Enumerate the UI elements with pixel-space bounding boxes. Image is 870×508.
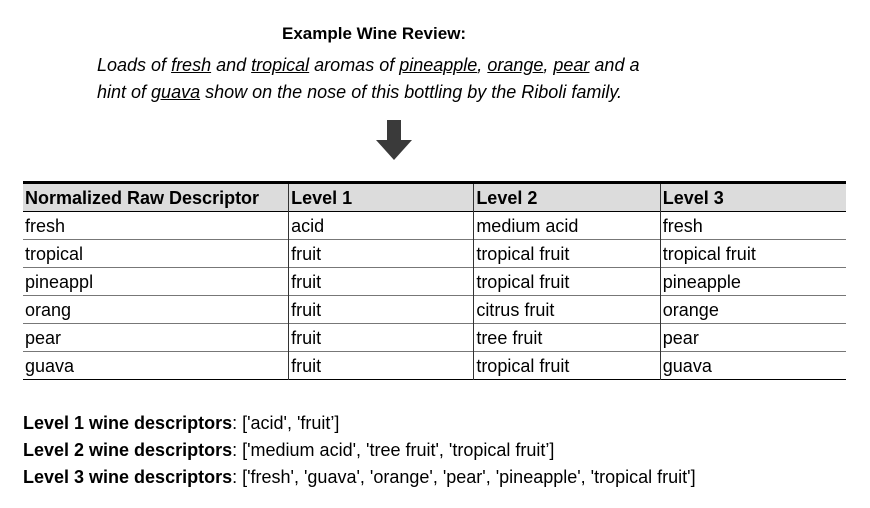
- descriptor-table: Normalized Raw Descriptor Level 1 Level …: [23, 181, 846, 380]
- descriptor-word: pear: [553, 55, 590, 75]
- summary-row: Level 1 wine descriptors: ['acid', 'frui…: [23, 410, 696, 437]
- table-cell: acid: [288, 211, 474, 240]
- review-text-segment: hint of: [97, 82, 152, 102]
- table-cell: tree fruit: [473, 323, 661, 352]
- table-cell: pineapple: [659, 267, 846, 296]
- summary-value: : ['medium acid', 'tree fruit', 'tropica…: [232, 440, 555, 460]
- descriptor-summary: Level 1 wine descriptors: ['acid', 'frui…: [23, 410, 696, 491]
- table-row: pear fruit tree fruit pear: [23, 323, 846, 352]
- table-cell: pear: [25, 327, 62, 348]
- table-cell: orang: [25, 299, 72, 320]
- summary-label: Level 2 wine descriptors: [23, 440, 233, 460]
- table-cell: fruit: [288, 351, 474, 380]
- review-text-segment: ,: [543, 55, 554, 75]
- table-cell: citrus fruit: [473, 295, 661, 324]
- table-row: pineappl fruit tropical fruit pineapple: [23, 267, 846, 296]
- table-cell: pineappl: [25, 271, 94, 292]
- table-cell: fresh: [659, 211, 846, 240]
- descriptor-word: guava: [151, 82, 201, 102]
- table-cell: tropical fruit: [473, 267, 661, 296]
- table-cell: fruit: [288, 239, 474, 268]
- column-header: Level 1: [288, 182, 474, 212]
- table-cell: tropical fruit: [659, 239, 846, 268]
- review-text-segment: show on the nose of this bottling by the…: [200, 82, 622, 102]
- review-text-segment: and a: [589, 55, 640, 75]
- table-cell: fresh: [25, 215, 66, 236]
- table-cell: guava: [25, 355, 75, 376]
- review-text-segment: and: [211, 55, 252, 75]
- review-text-segment: Loads of: [97, 55, 172, 75]
- column-header: Normalized Raw Descriptor: [25, 187, 260, 208]
- descriptor-word: fresh: [171, 55, 212, 75]
- table-cell: tropical: [25, 243, 84, 264]
- review-text: Loads of fresh and tropical aromas of pi…: [97, 52, 737, 106]
- table-cell: fruit: [288, 323, 474, 352]
- summary-row: Level 3 wine descriptors: ['fresh', 'gua…: [23, 464, 696, 491]
- summary-row: Level 2 wine descriptors: ['medium acid'…: [23, 437, 696, 464]
- summary-value: : ['acid', 'fruit’]: [232, 413, 340, 433]
- table-row: tropical fruit tropical fruit tropical frui…: [23, 239, 846, 268]
- table-header-row: Normalized Raw Descriptor Level 1 Level …: [23, 182, 846, 212]
- table-cell: tropical fruit: [473, 239, 661, 268]
- table-cell: orange: [659, 295, 846, 324]
- table-cell: guava: [659, 351, 846, 380]
- review-title: Example Wine Review:: [282, 24, 467, 43]
- arrow-down-icon: [376, 120, 412, 160]
- summary-value: : ['fresh', 'guava', 'orange', 'pear', '…: [232, 467, 696, 487]
- review-line-2: hint of guava show on the nose of this b…: [97, 79, 737, 106]
- review-text-segment: aromas of: [309, 55, 400, 75]
- table-cell: medium acid: [473, 211, 661, 240]
- summary-label: Level 3 wine descriptors: [23, 467, 233, 487]
- review-line-1: Loads of fresh and tropical aromas of pi…: [97, 52, 737, 79]
- descriptor-word: orange: [487, 55, 544, 75]
- table-row: fresh acid medium acid fresh: [23, 211, 846, 240]
- table-cell: tropical fruit: [473, 351, 661, 380]
- table-row: guava fruit tropical fruit guava: [23, 351, 846, 380]
- column-header: Level 2: [473, 182, 661, 212]
- review-text-segment: ,: [477, 55, 488, 75]
- summary-label: Level 1 wine descriptors: [23, 413, 233, 433]
- table-cell: fruit: [288, 267, 474, 296]
- table-cell: pear: [659, 323, 846, 352]
- descriptor-word: tropical: [251, 55, 310, 75]
- descriptor-word: pineapple: [399, 55, 478, 75]
- table-cell: fruit: [288, 295, 474, 324]
- column-header: Level 3: [659, 182, 846, 212]
- table-row: orang fruit citrus fruit orange: [23, 295, 846, 324]
